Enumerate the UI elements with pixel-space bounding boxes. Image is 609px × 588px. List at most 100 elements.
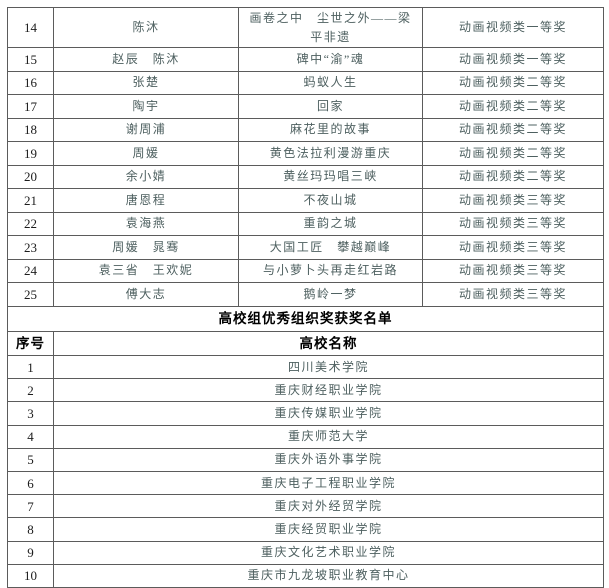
award-row-award: 动画视频类二等奖	[422, 94, 604, 119]
award-row-authors: 傅大志	[53, 282, 239, 307]
university-row-number: 9	[7, 540, 54, 565]
universities-header-row: 序号 高校名称	[7, 331, 604, 356]
award-row-title: 碑中“渝”魂	[238, 47, 423, 72]
award-row-title: 麻花里的故事	[238, 117, 423, 142]
university-row: 9 重庆文化艺术职业学院	[7, 540, 604, 565]
university-row: 10 重庆市九龙坡职业教育中心	[7, 563, 604, 588]
university-row-name: 重庆经贸职业学院	[53, 517, 604, 542]
award-row-authors: 余小婧	[53, 164, 239, 189]
award-row: 24 袁三省 王欢妮 与小萝卜头再走红岩路 动画视频类三等奖	[7, 258, 604, 283]
award-row-number: 14	[7, 7, 54, 48]
award-row-authors: 袁海燕	[53, 211, 239, 236]
award-row-award: 动画视频类三等奖	[422, 211, 604, 236]
award-row-title: 与小萝卜头再走红岩路	[238, 258, 423, 283]
award-row: 19 周媛 黄色法拉利漫游重庆 动画视频类二等奖	[7, 141, 604, 166]
university-row: 3 重庆传媒职业学院	[7, 401, 604, 426]
university-row-name: 重庆外语外事学院	[53, 447, 604, 472]
award-row-authors: 陈沐	[53, 7, 239, 48]
award-row-authors: 唐恩程	[53, 188, 239, 213]
award-row-title: 重韵之城	[238, 211, 423, 236]
column-header-no: 序号	[7, 331, 54, 356]
award-row: 20 余小婧 黄丝玛玛唱三峡 动画视频类二等奖	[7, 164, 604, 189]
university-row-name: 重庆财经职业学院	[53, 378, 604, 403]
university-row-name: 重庆市九龙坡职业教育中心	[53, 563, 604, 588]
award-row-title: 回家	[238, 94, 423, 119]
university-row-number: 2	[7, 378, 54, 403]
award-row: 14 陈沐 画卷之中 尘世之外——梁平非遗 动画视频类一等奖	[7, 7, 604, 48]
university-row-number: 4	[7, 424, 54, 449]
award-row: 17 陶宇 回家 动画视频类二等奖	[7, 94, 604, 119]
award-row-title: 鹅岭一梦	[238, 282, 423, 307]
award-row-title: 大国工匠 攀越巅峰	[238, 235, 423, 260]
award-row-award: 动画视频类三等奖	[422, 235, 604, 260]
award-row-number: 24	[7, 258, 54, 283]
award-row-award: 动画视频类一等奖	[422, 47, 604, 72]
university-row-number: 7	[7, 494, 54, 519]
award-row-title: 不夜山城	[238, 188, 423, 213]
awards-document-table: 14 陈沐 画卷之中 尘世之外——梁平非遗 动画视频类一等奖 15 赵辰 陈沐 …	[7, 7, 604, 588]
university-row-name: 重庆电子工程职业学院	[53, 470, 604, 496]
award-row-number: 15	[7, 47, 54, 72]
award-row-authors: 陶宇	[53, 94, 239, 119]
award-row-authors: 赵辰 陈沐	[53, 47, 239, 72]
university-row: 7 重庆对外经贸学院	[7, 494, 604, 519]
university-row: 2 重庆财经职业学院	[7, 378, 604, 403]
university-row-name: 重庆文化艺术职业学院	[53, 540, 604, 565]
university-row: 8 重庆经贸职业学院	[7, 517, 604, 542]
award-row: 15 赵辰 陈沐 碑中“渝”魂 动画视频类一等奖	[7, 47, 604, 72]
university-row-number: 8	[7, 517, 54, 542]
university-row-name: 重庆传媒职业学院	[53, 401, 604, 426]
award-row: 18 谢周浦 麻花里的故事 动画视频类二等奖	[7, 117, 604, 142]
award-row-number: 17	[7, 94, 54, 119]
award-row-award: 动画视频类一等奖	[422, 7, 604, 48]
university-row: 6 重庆电子工程职业学院	[7, 470, 604, 496]
award-row-award: 动画视频类二等奖	[422, 70, 604, 95]
award-row-authors: 张楚	[53, 70, 239, 95]
award-row-title: 蚂蚁人生	[238, 70, 423, 95]
award-row: 21 唐恩程 不夜山城 动画视频类三等奖	[7, 188, 604, 213]
university-row-number: 5	[7, 447, 54, 472]
university-row: 5 重庆外语外事学院	[7, 447, 604, 472]
award-row-title: 黄色法拉利漫游重庆	[238, 141, 423, 166]
university-row-name: 重庆对外经贸学院	[53, 494, 604, 519]
award-row-number: 21	[7, 188, 54, 213]
university-row-number: 1	[7, 354, 54, 380]
award-row-award: 动画视频类二等奖	[422, 141, 604, 166]
award-row-title: 黄丝玛玛唱三峡	[238, 164, 423, 189]
university-row-number: 6	[7, 470, 54, 496]
award-row-number: 18	[7, 117, 54, 142]
award-row-authors: 周媛 晁骞	[53, 235, 239, 260]
column-header-name: 高校名称	[53, 331, 604, 356]
award-row-authors: 袁三省 王欢妮	[53, 258, 239, 283]
award-row-number: 16	[7, 70, 54, 95]
award-row-award: 动画视频类三等奖	[422, 282, 604, 307]
university-rows-body: 1 四川美术学院 2 重庆财经职业学院 3 重庆传媒职业学院 4 重庆师范大学	[7, 354, 604, 588]
section-header-row: 高校组优秀组织奖获奖名单	[7, 305, 604, 332]
university-row-name: 四川美术学院	[53, 354, 604, 380]
award-row-award: 动画视频类二等奖	[422, 117, 604, 142]
award-row-award: 动画视频类二等奖	[422, 164, 604, 189]
award-row: 22 袁海燕 重韵之城 动画视频类三等奖	[7, 211, 604, 236]
university-row-number: 3	[7, 401, 54, 426]
award-row-authors: 周媛	[53, 141, 239, 166]
section-title: 高校组优秀组织奖获奖名单	[7, 305, 604, 332]
award-row-authors: 谢周浦	[53, 117, 239, 142]
university-row: 4 重庆师范大学	[7, 424, 604, 449]
award-row-title: 画卷之中 尘世之外——梁平非遗	[238, 7, 423, 48]
award-row: 23 周媛 晁骞 大国工匠 攀越巅峰 动画视频类三等奖	[7, 235, 604, 260]
award-row-award: 动画视频类三等奖	[422, 258, 604, 283]
university-row: 1 四川美术学院	[7, 354, 604, 380]
university-row-name: 重庆师范大学	[53, 424, 604, 449]
award-row-number: 19	[7, 141, 54, 166]
award-row-award: 动画视频类三等奖	[422, 188, 604, 213]
award-row: 16 张楚 蚂蚁人生 动画视频类二等奖	[7, 70, 604, 95]
university-row-number: 10	[7, 563, 54, 588]
award-row-number: 25	[7, 282, 54, 307]
section-body: 高校组优秀组织奖获奖名单 序号 高校名称	[7, 305, 604, 356]
award-row-number: 23	[7, 235, 54, 260]
award-row-number: 22	[7, 211, 54, 236]
award-row: 25 傅大志 鹅岭一梦 动画视频类三等奖	[7, 282, 604, 307]
award-row-number: 20	[7, 164, 54, 189]
award-rows-body: 14 陈沐 画卷之中 尘世之外——梁平非遗 动画视频类一等奖 15 赵辰 陈沐 …	[7, 7, 604, 307]
